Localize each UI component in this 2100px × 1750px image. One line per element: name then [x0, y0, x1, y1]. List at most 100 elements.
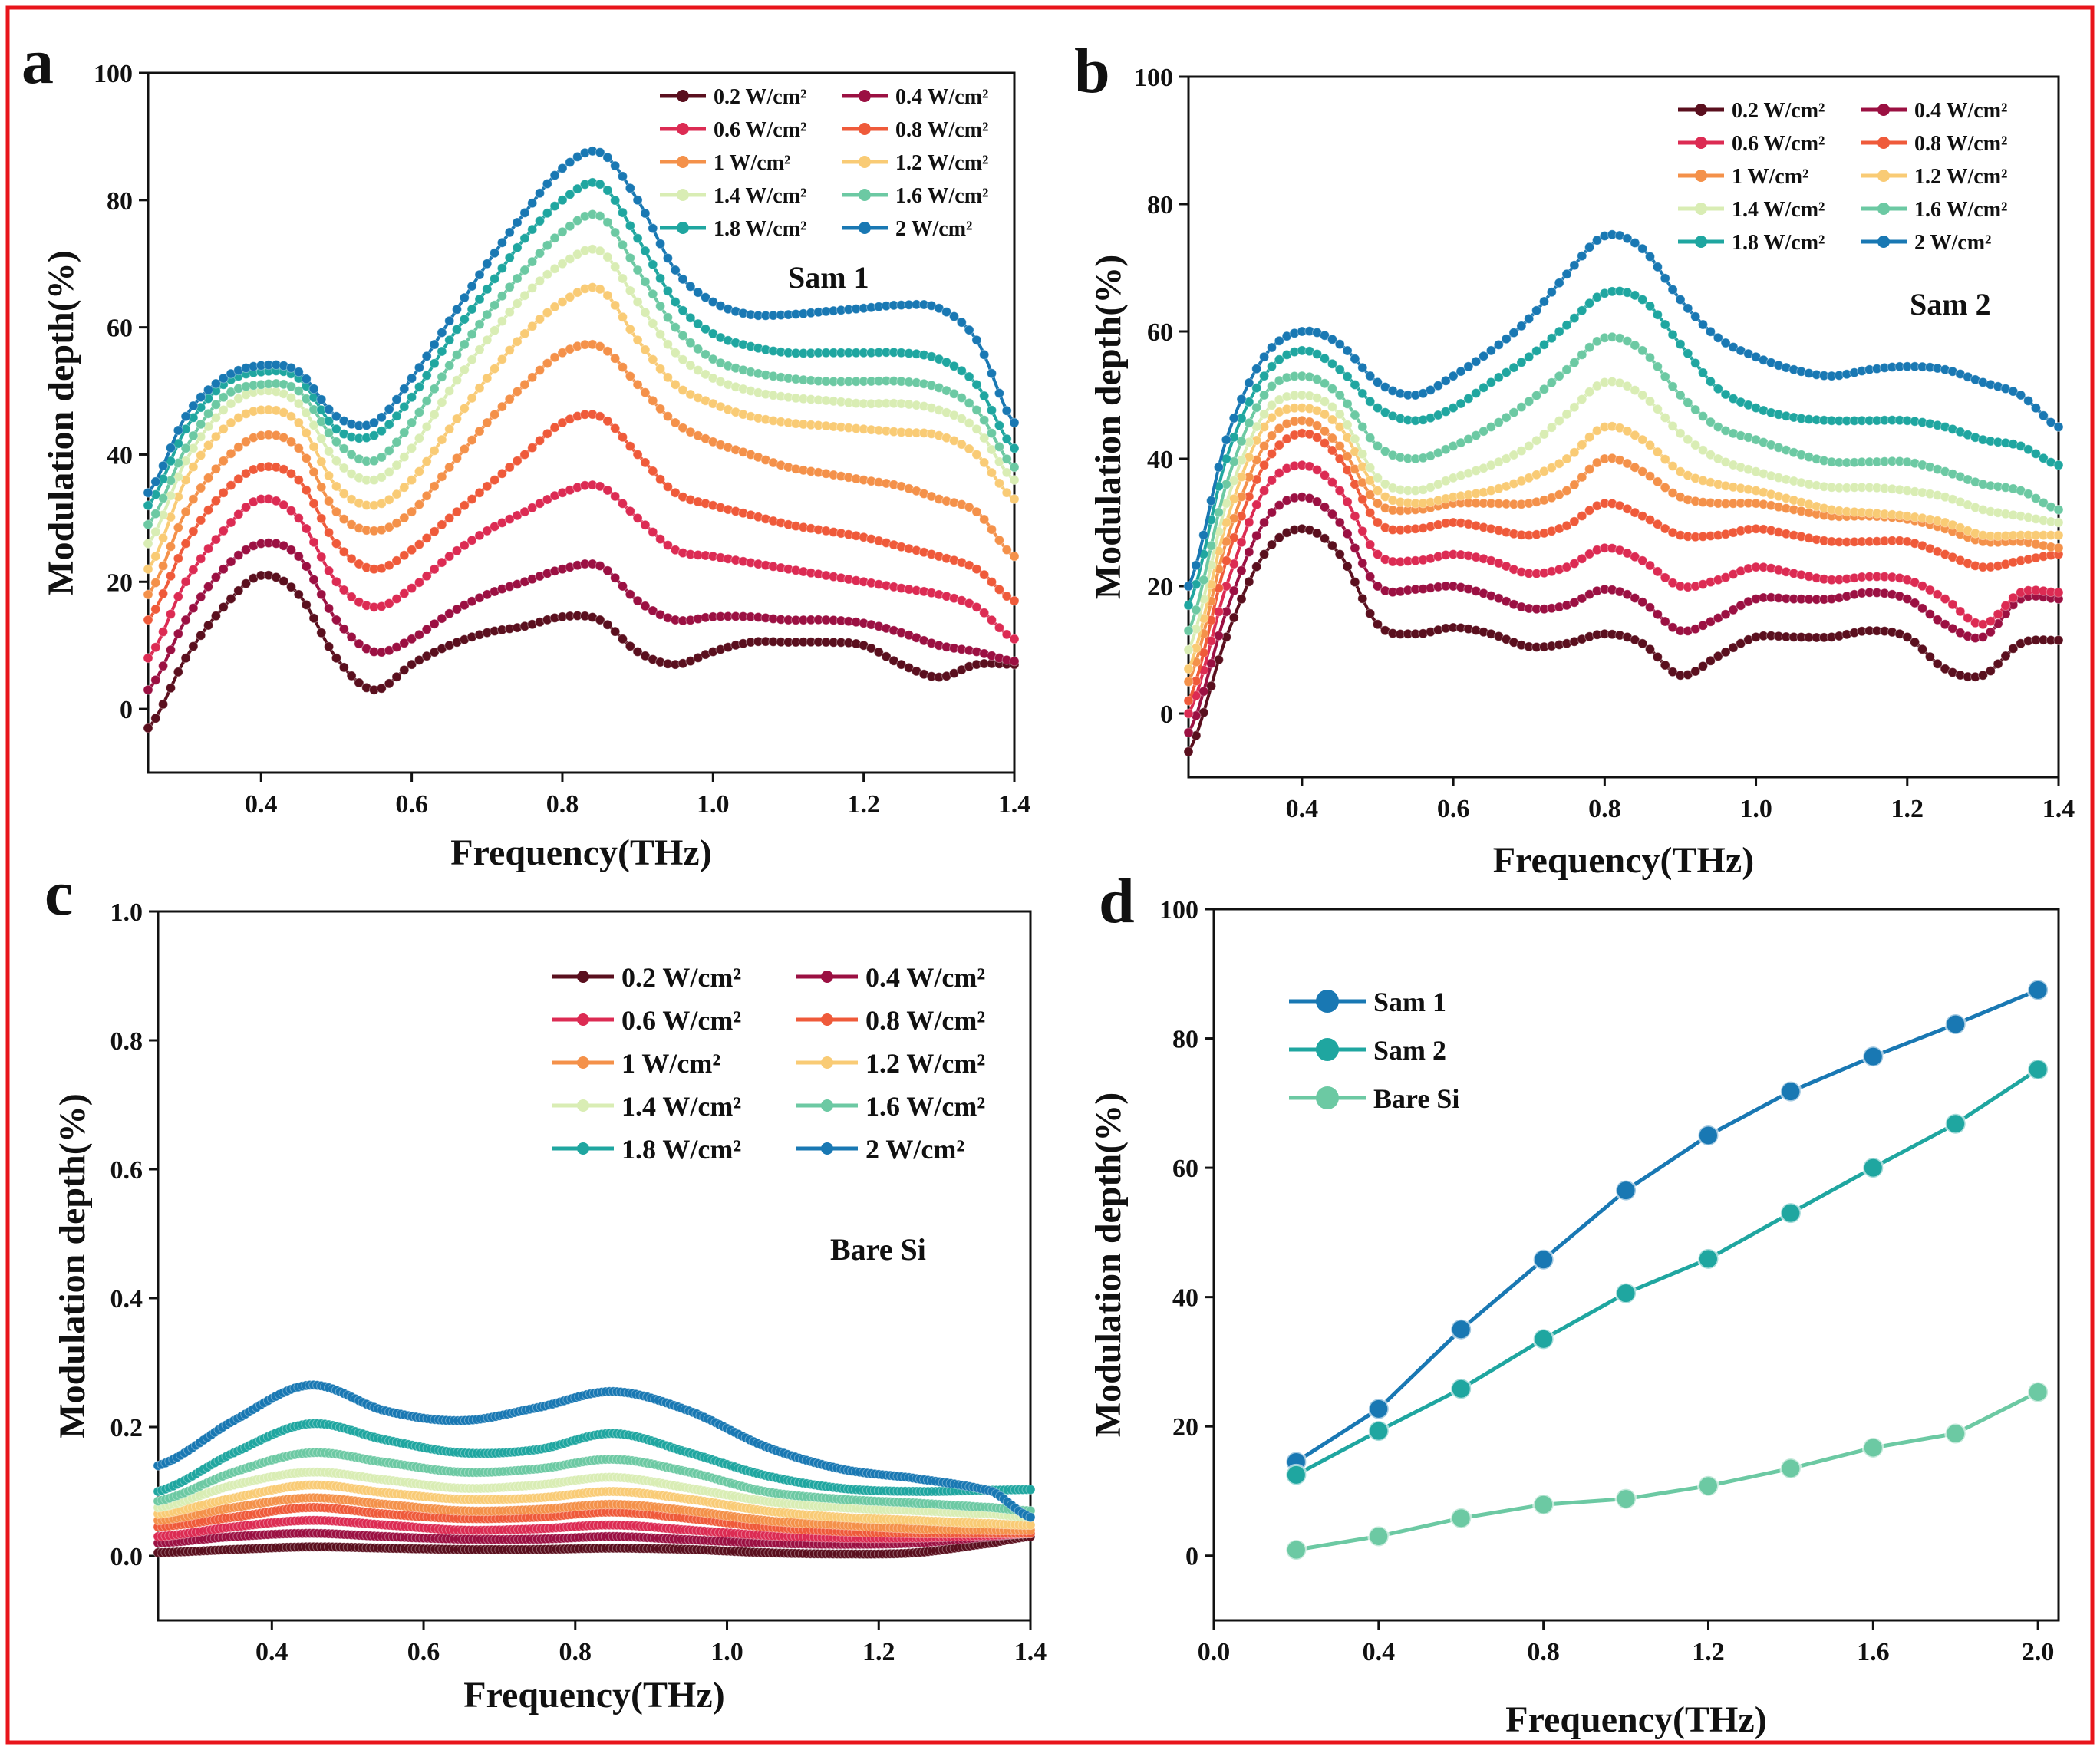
data-point-a	[414, 629, 424, 640]
data-point-b	[1955, 606, 1966, 617]
data-point-a	[648, 605, 658, 616]
data-point-a	[218, 404, 229, 415]
data-point-b	[1244, 547, 1254, 557]
data-point-b	[1645, 440, 1655, 450]
data-point-b	[1213, 462, 1224, 473]
data-point-a	[565, 221, 575, 232]
data-point-b	[1584, 342, 1595, 353]
data-point-b	[1630, 238, 1640, 248]
data-point-a	[602, 252, 613, 262]
data-point-a	[346, 469, 357, 479]
data-point-b	[1327, 540, 1337, 551]
legend-label-d: Sam 1	[1373, 987, 1446, 1017]
data-point-a	[301, 485, 312, 496]
data-point-a	[602, 565, 613, 576]
data-point-a	[384, 466, 394, 477]
data-point-a	[640, 651, 651, 661]
data-point-a	[301, 374, 312, 384]
data-point-a	[490, 300, 500, 311]
data-point-a	[964, 560, 974, 571]
data-point-a	[542, 308, 552, 318]
data-point-a	[166, 571, 176, 582]
data-point-b	[1546, 287, 1557, 298]
data-point-a	[542, 240, 552, 251]
data-point-a	[625, 589, 635, 600]
data-point-a	[324, 427, 335, 438]
data-point-a	[964, 397, 974, 408]
data-point-b	[1267, 342, 1277, 353]
data-point-a	[316, 589, 327, 600]
data-point-a	[338, 546, 349, 557]
data-point-a	[226, 556, 236, 567]
data-point-a	[949, 361, 959, 371]
data-point-a	[203, 473, 213, 483]
data-point-a	[324, 470, 335, 481]
data-point-a	[640, 246, 651, 256]
legend-swatch-marker-b	[1695, 203, 1707, 215]
data-point-d	[2026, 1381, 2049, 1404]
data-point-a	[308, 537, 319, 548]
x-tick-label-d: 2.0	[2022, 1638, 2055, 1666]
data-point-a	[979, 433, 990, 443]
data-point-a	[452, 545, 462, 556]
data-point-b	[1334, 390, 1345, 400]
data-point-b	[1531, 345, 1542, 356]
data-point-a	[150, 476, 161, 487]
data-point-a	[459, 443, 470, 454]
data-point-a	[369, 417, 379, 428]
data-point-a	[610, 353, 621, 364]
data-point-a	[648, 288, 658, 299]
series-1-6-w-cm-a	[143, 209, 1020, 530]
data-point-a	[459, 314, 470, 325]
data-point-b	[1667, 329, 1678, 340]
data-point-b	[1705, 326, 1716, 337]
data-point-b	[1259, 517, 1270, 528]
data-point-a	[173, 522, 183, 533]
data-point-a	[565, 292, 575, 302]
data-point-a	[949, 435, 959, 446]
legend-swatch-marker-c	[821, 1013, 833, 1026]
data-point-b	[1327, 477, 1337, 488]
data-point-d	[1944, 1112, 1967, 1135]
data-point-b	[1577, 349, 1587, 360]
data-point-a	[173, 425, 183, 436]
data-point-b	[1645, 252, 1655, 262]
data-point-d	[1696, 1124, 1719, 1147]
data-point-b	[1698, 367, 1708, 378]
data-point-d	[1284, 1538, 1307, 1561]
data-point-a	[655, 404, 666, 414]
data-point-b	[1259, 371, 1270, 381]
x-axis-title-c: Frequency(THz)	[463, 1675, 724, 1715]
data-point-b	[1652, 262, 1663, 272]
y-tick-label-d: 40	[1172, 1284, 1198, 1313]
data-point-b	[1705, 376, 1716, 387]
data-point-a	[474, 487, 485, 498]
data-point-a	[648, 527, 658, 537]
data-point-a	[632, 512, 643, 523]
data-point-b	[1985, 666, 1996, 676]
data-point-b	[1259, 409, 1270, 420]
data-point-b	[1524, 396, 1535, 407]
data-point-b	[1539, 296, 1549, 307]
data-point-a	[941, 357, 952, 367]
data-point-b	[1267, 361, 1277, 372]
legend-swatch-marker-b	[1877, 137, 1890, 149]
data-point-a	[196, 553, 206, 564]
data-point-a	[971, 450, 982, 460]
data-point-b	[1683, 397, 1693, 408]
x-axis-title-d: Frequency(THz)	[1505, 1699, 1766, 1740]
data-point-a	[610, 262, 621, 272]
legend-swatch-marker-c	[577, 1142, 589, 1155]
data-point-a	[324, 496, 335, 506]
data-point-a	[640, 457, 651, 468]
data-point-a	[143, 519, 153, 530]
data-point-a	[535, 188, 545, 199]
data-point-a	[956, 439, 967, 450]
data-point-d	[2026, 1058, 2049, 1081]
data-point-b	[1259, 351, 1270, 362]
x-tick-label-d: 0.4	[1363, 1638, 1396, 1666]
data-point-b	[1546, 377, 1557, 388]
data-point-a	[414, 381, 424, 392]
data-point-a	[640, 601, 651, 611]
legend-swatch-marker-b	[1877, 236, 1890, 248]
